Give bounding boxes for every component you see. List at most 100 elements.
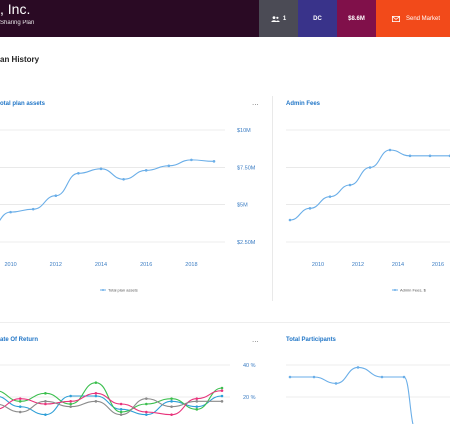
rate-of-return-series-0-point	[18, 405, 22, 408]
participants-point	[402, 375, 406, 379]
plan-assets-y-tick: $10M	[237, 128, 251, 134]
plan-assets-y-tick: $2.50M	[237, 240, 256, 246]
rate-of-return-series-3-point	[18, 410, 22, 414]
participants-title: Total Participants	[286, 337, 336, 343]
rate-of-return-y-tick: 20 %	[243, 395, 256, 401]
rate-of-return-series-2-point	[44, 402, 47, 406]
plan-assets-point	[99, 167, 103, 171]
plan-assets-x-tick: 2010	[4, 262, 16, 268]
rate-of-return-series-2-point	[94, 392, 98, 395]
rate-of-return-menu-button[interactable]: ...	[252, 335, 259, 344]
admin-fees-point	[368, 166, 372, 169]
rate-of-return-series-3-point	[145, 397, 148, 400]
admin-fees-legend-label: Admin Fees, $	[400, 288, 427, 293]
plan-name: Sharing Plan	[0, 20, 35, 26]
users-count-button[interactable]: 1	[259, 0, 298, 37]
plan-assets-x-tick: 2018	[185, 262, 197, 268]
admin-fees-x-tick: 2014	[392, 262, 404, 268]
rate-of-return-series-3-point	[220, 400, 224, 403]
rate-of-return-series-0-point	[195, 405, 199, 408]
rate-of-return-series-3-line	[0, 398, 222, 416]
plan-assets-point	[144, 169, 148, 172]
admin-fees-point	[388, 148, 392, 152]
rate-of-return-series-3-point	[44, 400, 47, 403]
plan-assets-point	[77, 172, 80, 175]
plan-assets-y-tick: $5M	[237, 203, 248, 209]
mail-icon	[392, 15, 400, 22]
rate-of-return-series-1-point	[170, 397, 173, 400]
rate-of-return-series-1-point	[18, 400, 22, 403]
plan-assets-point	[190, 158, 193, 162]
rate-of-return-series-0-point	[69, 394, 72, 398]
admin-fees-point	[328, 195, 332, 198]
rate-of-return-series-0-line	[0, 395, 223, 416]
send-market-button[interactable]: Send Market	[376, 0, 450, 37]
rate-of-return-series-0-point	[94, 394, 98, 398]
rate-of-return-series-2-point	[119, 402, 123, 406]
rate-of-return-series-1-line	[0, 382, 223, 413]
participants-point	[356, 366, 360, 369]
plan-amount-label: $8.6M	[348, 15, 365, 22]
admin-fees-point	[288, 218, 292, 222]
admin-fees-x-tick: 2012	[352, 262, 364, 268]
section-title: an History	[0, 55, 40, 64]
participants-point	[288, 375, 292, 379]
participants-point	[380, 375, 384, 379]
admin-fees-point	[308, 207, 312, 210]
plan-assets-point	[31, 207, 35, 211]
company-name: , Inc.	[0, 1, 31, 17]
rate-of-return-series-1-point	[220, 386, 224, 390]
plan-assets-point	[122, 177, 125, 181]
participants-point	[334, 382, 338, 385]
rate-of-return-series-3-point	[69, 405, 72, 408]
plan-assets-x-tick: 2012	[50, 262, 62, 268]
rate-of-return-series-1-point	[69, 402, 72, 406]
rate-of-return-series-1-point	[44, 392, 47, 395]
row-divider	[0, 322, 450, 323]
plan-assets-x-tick: 2014	[95, 262, 107, 268]
rate-of-return-series-2-point	[195, 397, 199, 400]
plan-type-button[interactable]: DC	[298, 0, 337, 37]
plan-type-label: DC	[313, 15, 322, 22]
users-count: 1	[282, 15, 287, 22]
plan-assets-title: otal plan assets	[0, 101, 46, 107]
rate-of-return-series-1-point	[195, 408, 199, 411]
rate-of-return-series-2-point	[69, 400, 72, 403]
plan-amount-button[interactable]: $8.6M	[337, 0, 376, 37]
plan-assets-legend-label: Total plan assets	[108, 288, 138, 293]
rate-of-return-series-1-point	[94, 381, 98, 384]
card-divider	[272, 96, 273, 301]
send-market-label: Send Market	[406, 15, 441, 22]
rate-of-return-series-0-point	[44, 413, 47, 416]
rate-of-return-series-3-point	[94, 400, 98, 403]
admin-fees-point	[348, 183, 352, 187]
plan-assets-point	[167, 164, 171, 168]
rate-of-return-series-2-point	[220, 389, 224, 392]
admin-fees-point	[428, 154, 432, 158]
plan-assets-menu-button[interactable]: ...	[252, 98, 259, 107]
rate-of-return-y-tick: 40 %	[243, 363, 256, 369]
participants-line	[290, 366, 414, 424]
plan-assets-x-tick: 2016	[140, 262, 152, 268]
plan-assets-point	[212, 160, 216, 163]
rate-of-return-series-2-point	[18, 397, 22, 400]
users-icon	[271, 15, 280, 22]
admin-fees-x-tick: 2016	[432, 262, 444, 268]
plan-assets-point	[54, 194, 58, 198]
rate-of-return-title: ate Of Return	[0, 337, 39, 343]
rate-of-return-series-1-point	[119, 410, 123, 414]
plan-assets-point	[9, 210, 12, 214]
rate-of-return-series-2-line	[0, 390, 223, 416]
admin-fees-line	[289, 149, 450, 221]
rate-of-return-series-3-point	[195, 400, 199, 403]
rate-of-return-series-2-point	[170, 413, 173, 416]
rate-of-return-series-0-point	[170, 400, 173, 403]
rate-of-return-series-2-point	[145, 410, 148, 414]
admin-fees-legend-dot	[394, 289, 396, 291]
top-header: , Inc. Sharing Plan 1 DC $8.6M Send Mark…	[0, 0, 450, 37]
rate-of-return-series-1-point	[145, 402, 148, 406]
admin-fees-title: Admin Fees	[286, 101, 321, 107]
admin-fees-point	[408, 154, 412, 158]
rate-of-return-series-0-point	[119, 408, 123, 411]
